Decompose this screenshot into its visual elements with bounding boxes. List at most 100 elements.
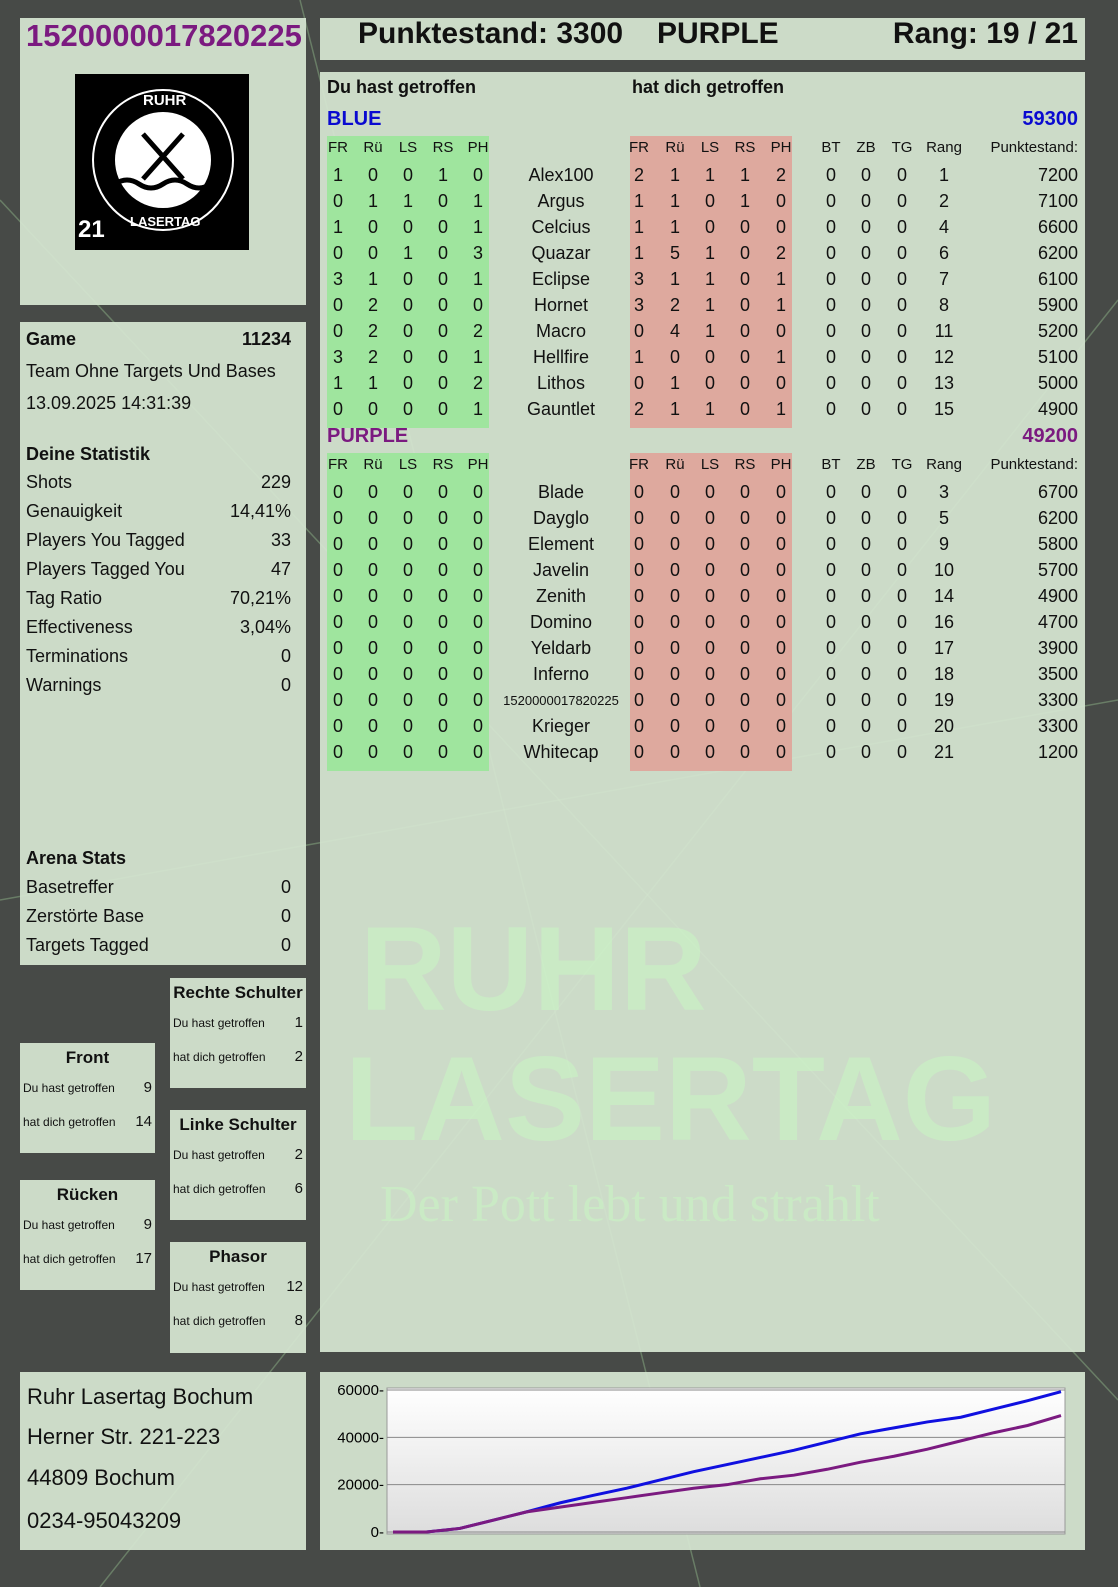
arena-title: Arena Stats [26, 848, 127, 868]
you-hit-cell: 0 [367, 217, 378, 237]
player-name: Javelin [532, 560, 590, 580]
score-cell: 6600 [1037, 217, 1078, 237]
you-hit-cell: 0 [402, 534, 413, 554]
extra-cell: 0 [860, 217, 871, 237]
you-hit-heading: Du hast getroffen [327, 77, 477, 97]
hit-you-cell: 1 [704, 399, 715, 419]
rank-cell: 8 [938, 295, 949, 315]
extra-cell: 0 [825, 612, 836, 632]
stat-value: 0 [280, 675, 291, 695]
hit-you-cell: 0 [633, 664, 644, 684]
column-header: RS [734, 139, 756, 156]
you-hit-cell: 0 [437, 690, 448, 710]
rank-cell: 13 [933, 373, 955, 393]
you-hit-cell: 0 [472, 690, 483, 710]
hit-you-cell: 0 [775, 321, 786, 341]
hit-you-cell: 0 [739, 612, 750, 632]
column-header: Rü [363, 139, 383, 156]
score-cell: 7100 [1037, 191, 1078, 211]
extra-cell: 0 [896, 690, 907, 710]
you-hit-cell: 0 [437, 243, 448, 263]
column-header: Rü [363, 456, 383, 473]
you-hit-cell: 1 [367, 191, 378, 211]
extra-cell: 0 [825, 269, 836, 289]
player-name: Krieger [531, 716, 591, 736]
you-hit-cell: 0 [367, 638, 378, 658]
extra-cell: 0 [860, 243, 871, 263]
player-name: Alex100 [528, 165, 594, 185]
you-hit-cell: 2 [367, 321, 378, 341]
you-hit-cell: 0 [437, 638, 448, 658]
you-hit-label: Du hast getroffen [23, 1081, 115, 1095]
column-header: Punktestand: [990, 139, 1078, 156]
column-header: FR [629, 139, 649, 156]
you-hit-cell: 0 [437, 269, 448, 289]
you-hit-cell: 0 [437, 612, 448, 632]
stat-row: Players You Tagged 33 [26, 530, 291, 551]
column-header: LS [398, 139, 418, 156]
stat-value: 33 [270, 530, 291, 550]
column-header: Rü [665, 456, 685, 473]
score-cell: 4700 [1037, 612, 1078, 632]
arena-value: 0 [280, 935, 291, 955]
column-header: TG [891, 139, 913, 156]
hit-you-cell: 0 [633, 373, 644, 393]
hit-you-cell: 4 [669, 321, 680, 341]
extra-cell: 0 [860, 716, 871, 736]
score-cell: 6700 [1037, 482, 1078, 502]
you-hit-cell: 1 [472, 347, 483, 367]
you-hit-cell: 0 [332, 482, 343, 502]
you-hit-cell: 0 [332, 638, 343, 658]
you-hit-cell: 0 [472, 508, 483, 528]
hit-you-cell: 1 [633, 243, 644, 263]
score-cell: 5800 [1037, 534, 1078, 554]
hit-you-cell: 0 [704, 373, 715, 393]
column-header: PH [467, 456, 489, 473]
hit-you-cell: 1 [669, 191, 680, 211]
game-mode: Team Ohne Targets Und Bases [26, 361, 276, 381]
hit-you-cell: 0 [669, 482, 680, 502]
you-hit-cell: 0 [402, 347, 413, 367]
extra-cell: 0 [825, 399, 836, 419]
hit-you-cell: 2 [775, 243, 786, 263]
score-cell: 5000 [1037, 373, 1078, 393]
score-cell: 3300 [1037, 716, 1078, 736]
hit-zone-box: Rechte Schulter Du hast getroffen 1 hat dic… [170, 978, 306, 1088]
extra-cell: 0 [896, 217, 907, 237]
address-phone: 0234-95043209 [27, 1508, 182, 1533]
you-hit-cell: 0 [437, 508, 448, 528]
you-hit-cell: 1 [472, 269, 483, 289]
hit-you-cell: 0 [633, 690, 644, 710]
extra-cell: 0 [825, 716, 836, 736]
hit-you-cell: 1 [704, 243, 715, 263]
hit-you-cell: 0 [704, 347, 715, 367]
arena-label: Zerstörte Base [26, 906, 145, 926]
player-name: Argus [537, 191, 585, 211]
hit-you-cell: 0 [704, 508, 715, 528]
ruhr-lasertag-logo: RUHR LASERTAG 21 [75, 74, 249, 250]
you-hit-cell: 0 [367, 586, 378, 606]
extra-cell: 0 [825, 347, 836, 367]
extra-cell: 0 [825, 295, 836, 315]
rank-cell: 3 [938, 482, 949, 502]
score-cell: 7200 [1037, 165, 1078, 185]
stat-label: Tag Ratio [26, 588, 103, 608]
stat-row: Shots 229 [26, 472, 291, 493]
you-hit-cell: 0 [472, 534, 483, 554]
hit-you-cell: 0 [739, 347, 750, 367]
you-hit-value: 2 [294, 1146, 303, 1163]
you-hit-cell: 0 [437, 664, 448, 684]
you-hit-cell: 2 [367, 295, 378, 315]
stat-value: 47 [270, 559, 291, 579]
hit-you-heading: hat dich getroffen [632, 77, 784, 97]
hit-you-cell: 0 [739, 373, 750, 393]
you-hit-cell: 0 [367, 612, 378, 632]
you-hit-cell: 1 [332, 217, 343, 237]
hit-you-cell: 0 [633, 482, 644, 502]
hit-you-cell: 0 [775, 560, 786, 580]
column-header: RS [432, 139, 454, 156]
hit-you-cell: 0 [669, 508, 680, 528]
stat-value: 3,04% [239, 617, 291, 637]
stats-panel [20, 322, 306, 965]
extra-cell: 0 [896, 612, 907, 632]
